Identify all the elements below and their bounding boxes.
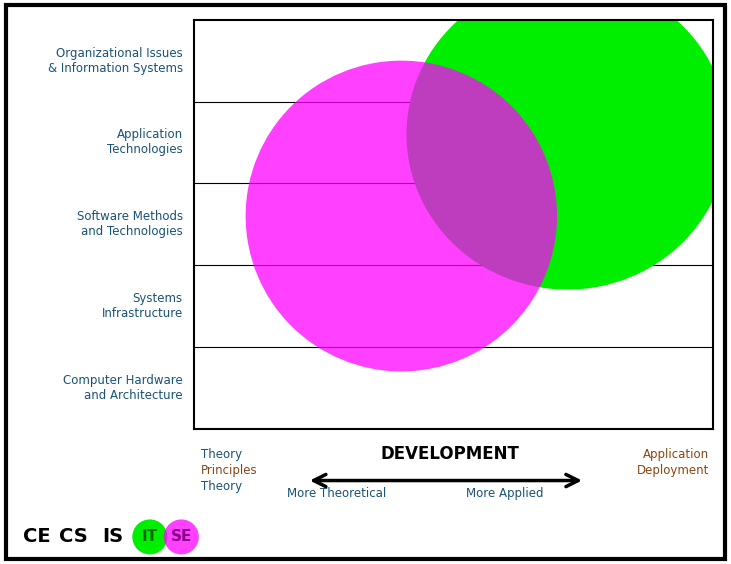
Text: Organizational Issues
& Information Systems: Organizational Issues & Information Syst… [48, 47, 183, 74]
Text: Theory: Theory [201, 480, 242, 493]
Text: Computer Hardware
and Architecture: Computer Hardware and Architecture [63, 374, 183, 402]
Text: Theory: Theory [201, 448, 242, 461]
Text: IT: IT [142, 530, 158, 544]
Ellipse shape [406, 0, 728, 290]
Text: Systems
Infrastructure: Systems Infrastructure [102, 292, 183, 320]
Text: Deployment: Deployment [637, 464, 709, 477]
Text: DEVELOPMENT: DEVELOPMENT [380, 445, 519, 463]
Ellipse shape [246, 61, 557, 372]
Text: CE: CE [23, 527, 50, 547]
Text: Principles: Principles [201, 464, 257, 477]
Text: Application
Technologies: Application Technologies [107, 129, 183, 156]
Text: IS: IS [103, 527, 124, 547]
Text: More Theoretical: More Theoretical [287, 487, 386, 500]
Text: More Applied: More Applied [466, 487, 543, 500]
Text: Software Methods
and Technologies: Software Methods and Technologies [77, 210, 183, 238]
Text: SE: SE [170, 530, 192, 544]
Text: CS: CS [58, 527, 88, 547]
Text: Application: Application [643, 448, 709, 461]
